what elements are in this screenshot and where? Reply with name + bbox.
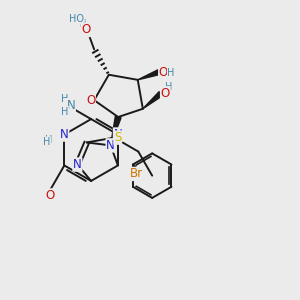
Text: O: O (159, 66, 168, 79)
Text: O: O (46, 189, 55, 202)
Text: Br: Br (130, 167, 143, 180)
Text: N: N (106, 139, 115, 152)
Text: O: O (86, 94, 95, 107)
Text: H: H (167, 68, 175, 78)
Text: H: H (79, 19, 86, 29)
Text: HO: HO (69, 14, 84, 24)
Text: H: H (61, 94, 68, 104)
Text: S: S (114, 131, 122, 144)
Text: N: N (67, 99, 75, 112)
Text: H: H (45, 135, 52, 146)
Polygon shape (138, 69, 161, 80)
Text: H: H (61, 106, 68, 117)
Text: O: O (81, 23, 90, 37)
Polygon shape (143, 92, 163, 109)
Text: H: H (165, 82, 173, 92)
Text: N: N (113, 128, 122, 141)
Text: N: N (60, 128, 69, 141)
Text: N: N (73, 158, 82, 171)
Text: H: H (43, 137, 51, 147)
Polygon shape (111, 116, 121, 146)
Text: O: O (160, 87, 170, 100)
